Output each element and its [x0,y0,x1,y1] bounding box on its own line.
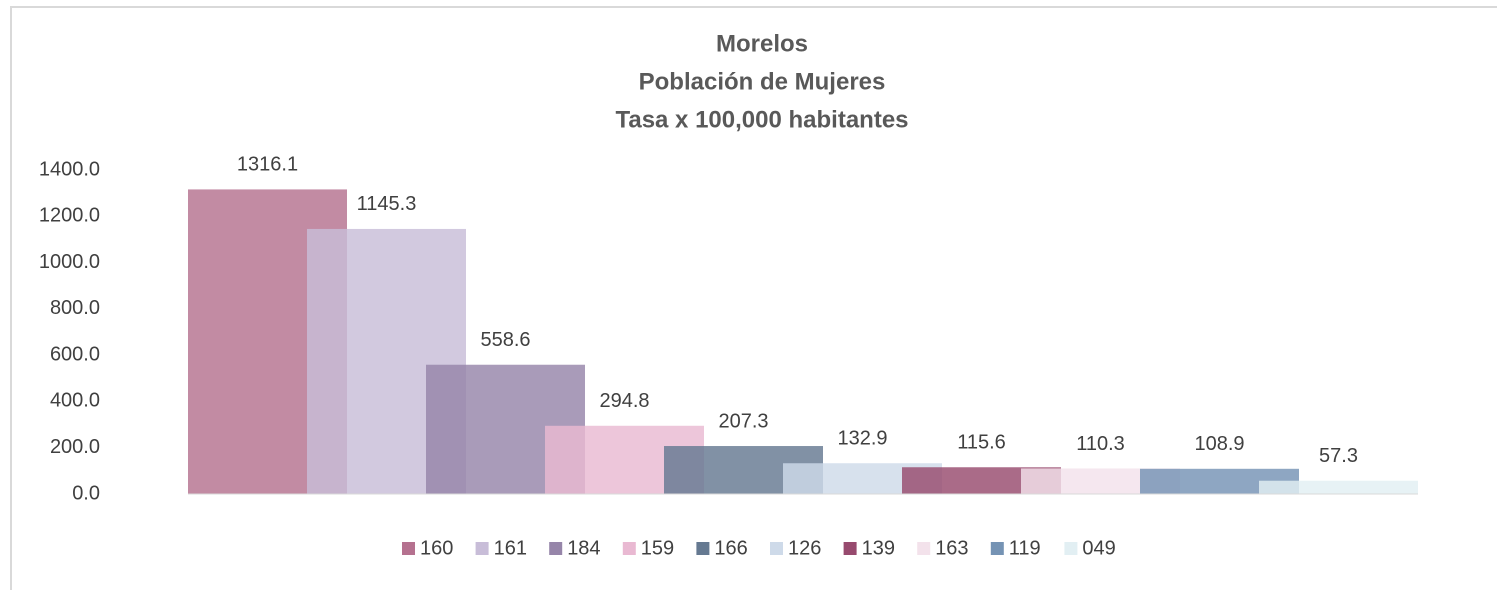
legend-label: 159 [641,537,674,559]
data-label: 294.8 [599,390,649,412]
data-label: 115.6 [957,432,1006,454]
legend-label: 166 [714,537,747,559]
legend-label: 163 [935,537,968,559]
legend-swatch [770,542,783,555]
data-label: 1316.1 [237,154,298,176]
legend-label: 184 [567,537,600,559]
legend-swatch [990,542,1004,555]
data-label: 108.9 [1194,433,1244,455]
y-tick-label: 600.0 [50,343,100,365]
chart-title: Tasa x 100,000 habitantes [615,106,908,133]
legend-label: 119 [1009,537,1041,559]
legend-swatch [402,542,415,555]
legend-swatch [475,542,489,555]
y-tick-label: 400.0 [50,390,100,412]
legend-swatch [843,542,857,555]
legend-swatch [1064,542,1078,555]
data-label: 558.6 [480,329,530,351]
legend-label: 139 [862,537,895,559]
bar [1259,480,1418,494]
legend-swatch [549,542,563,555]
y-tick-label: 1400.0 [39,158,100,180]
legend-label: 161 [494,537,527,559]
data-label: 132.9 [837,428,887,450]
data-label: 57.3 [1319,445,1358,467]
data-label: 110.3 [1076,433,1125,455]
legend-swatch [917,542,931,555]
legend-label: 160 [420,537,453,559]
y-tick-label: 200.0 [50,436,100,458]
legend-swatch [622,542,636,555]
chart-title: Población de Mujeres [639,68,886,95]
data-label: 1145.3 [357,193,417,215]
legend-label: 049 [1082,537,1115,559]
y-tick-label: 0.0 [72,482,100,504]
chart-title: Morelos [716,30,808,57]
legend-swatch [696,542,710,555]
y-tick-label: 1000.0 [39,251,100,273]
data-label: 207.3 [718,410,768,432]
y-tick-label: 800.0 [50,297,100,319]
legend-label: 126 [788,537,821,559]
y-tick-label: 1200.0 [39,205,100,227]
